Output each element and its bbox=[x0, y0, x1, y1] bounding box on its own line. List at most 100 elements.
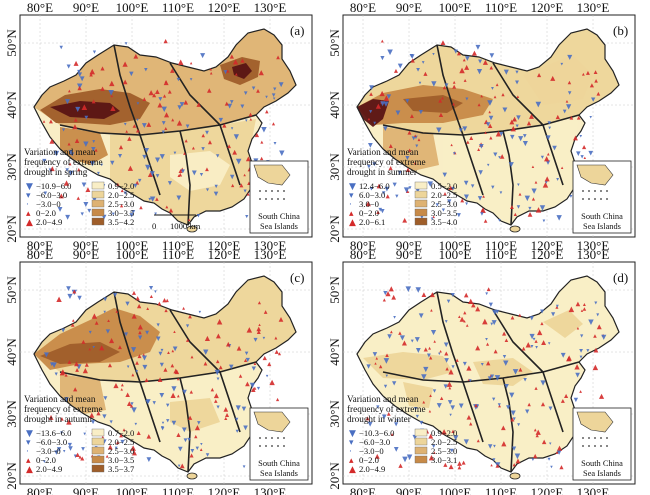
increase-marker bbox=[527, 211, 533, 217]
increase-marker bbox=[565, 99, 569, 103]
increase-marker bbox=[391, 294, 397, 300]
increase-marker bbox=[168, 208, 174, 213]
decrease-marker bbox=[547, 121, 552, 125]
increase-marker bbox=[75, 452, 80, 457]
decrease-marker bbox=[251, 86, 256, 90]
increase-marker bbox=[274, 349, 279, 354]
decrease-marker bbox=[421, 61, 425, 64]
decrease-marker bbox=[59, 45, 63, 50]
decrease-marker bbox=[531, 458, 535, 462]
drought-frequency-zone bbox=[170, 151, 230, 191]
decrease-marker bbox=[556, 178, 560, 181]
decrease-marker bbox=[552, 145, 557, 151]
top-longitude-label: 120°E bbox=[531, 0, 564, 15]
increase-marker bbox=[380, 39, 384, 43]
bottom-longitude-label: 110°E bbox=[485, 238, 517, 253]
decrease-marker bbox=[167, 181, 172, 186]
decrease-marker bbox=[575, 372, 580, 378]
increase-marker bbox=[122, 61, 128, 67]
inset-coast bbox=[253, 164, 291, 186]
increase-marker bbox=[110, 94, 113, 98]
legend-title-line: frequency of extreme bbox=[347, 404, 426, 414]
decrease-marker bbox=[176, 195, 182, 201]
inset-island-dot bbox=[271, 445, 273, 447]
increase-marker bbox=[433, 451, 436, 454]
inset-island-dot bbox=[582, 190, 584, 192]
increase-marker bbox=[163, 38, 168, 44]
increase-marker bbox=[382, 298, 386, 302]
increase-marker bbox=[204, 335, 210, 342]
decrease-marker bbox=[249, 382, 256, 389]
increase-marker bbox=[132, 124, 137, 128]
increase-marker bbox=[429, 394, 432, 397]
decrease-marker bbox=[75, 106, 81, 112]
decrease-marker bbox=[416, 67, 420, 72]
decrease-marker bbox=[197, 421, 201, 425]
increase-marker bbox=[131, 373, 135, 377]
frequency-class-swatch bbox=[91, 446, 105, 455]
decrease-marker bbox=[383, 384, 388, 389]
increase-marker bbox=[471, 50, 477, 56]
decrease-marker bbox=[449, 413, 452, 417]
latitude-label: 30°N bbox=[327, 153, 342, 181]
increase-marker bbox=[245, 156, 251, 162]
decrease-marker bbox=[271, 93, 276, 97]
increase-marker bbox=[115, 440, 120, 445]
decrease-marker bbox=[205, 130, 209, 135]
decrease-marker bbox=[499, 131, 504, 137]
decrease-marker bbox=[144, 148, 150, 153]
decrease-marker bbox=[479, 144, 484, 149]
decrease-marker bbox=[118, 154, 123, 159]
increase-marker bbox=[466, 414, 472, 420]
region-boundary bbox=[219, 124, 241, 186]
increase-marker bbox=[125, 392, 130, 398]
decrease-marker bbox=[218, 117, 224, 123]
decrease-marker bbox=[67, 442, 72, 448]
decrease-marker bbox=[173, 151, 177, 155]
increase-marker bbox=[207, 88, 212, 93]
increase-marker bbox=[109, 338, 115, 344]
increase-marker bbox=[82, 368, 88, 374]
increase-marker bbox=[534, 339, 538, 343]
decrease-marker bbox=[253, 337, 258, 342]
trend-class-label: 2.0−4.9 bbox=[359, 464, 385, 474]
latitude-label: 20°N bbox=[4, 215, 19, 243]
decrease-marker bbox=[123, 122, 127, 126]
decrease-marker bbox=[223, 70, 228, 75]
decrease-marker bbox=[171, 420, 177, 426]
increase-marker bbox=[89, 68, 96, 75]
trend-symbol-icon: ▲ bbox=[349, 465, 356, 475]
increase-marker bbox=[170, 392, 176, 399]
decrease-marker bbox=[134, 422, 138, 426]
decrease-marker bbox=[463, 180, 469, 186]
inset-island-dot bbox=[588, 437, 590, 439]
inset-island-dot bbox=[265, 198, 267, 200]
increase-marker bbox=[136, 430, 141, 435]
increase-marker bbox=[589, 83, 595, 88]
increase-marker bbox=[469, 422, 473, 426]
increase-marker bbox=[184, 139, 188, 143]
increase-marker bbox=[555, 305, 559, 309]
decrease-marker bbox=[43, 352, 49, 358]
increase-marker bbox=[596, 91, 601, 96]
region-boundary bbox=[492, 62, 544, 126]
increase-marker bbox=[477, 103, 481, 107]
increase-marker bbox=[527, 402, 531, 407]
decrease-marker bbox=[243, 91, 248, 95]
decrease-marker bbox=[478, 59, 483, 64]
inset-caption-line-2: Sea Islands bbox=[260, 469, 298, 478]
increase-marker bbox=[176, 120, 183, 126]
bottom-longitude-label: 130°E bbox=[577, 238, 610, 253]
increase-marker bbox=[495, 83, 499, 87]
decrease-marker bbox=[165, 403, 170, 408]
decrease-marker bbox=[159, 362, 164, 367]
decrease-marker bbox=[227, 103, 233, 109]
decrease-marker bbox=[397, 63, 403, 69]
inset-island-dot bbox=[588, 190, 590, 192]
decrease-marker bbox=[92, 140, 96, 144]
increase-marker bbox=[469, 136, 474, 140]
top-longitude-label: 100°E bbox=[439, 0, 472, 15]
increase-marker bbox=[191, 146, 195, 150]
decrease-marker bbox=[402, 456, 408, 463]
